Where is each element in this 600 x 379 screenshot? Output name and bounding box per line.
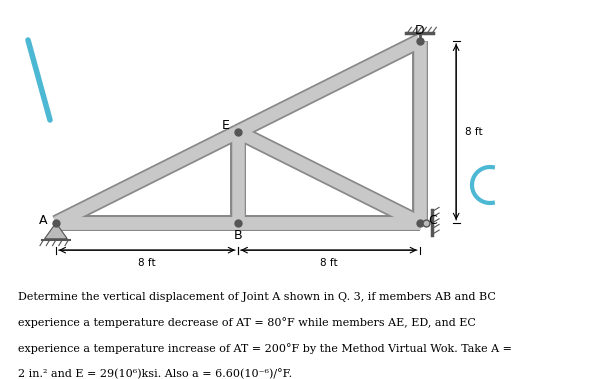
Text: 2 in.² and E = 29(10⁶)ksi. Also a = 6.60(10⁻⁶)/°F.: 2 in.² and E = 29(10⁶)ksi. Also a = 6.60… [18,368,292,379]
Text: 8 ft: 8 ft [138,258,156,268]
Text: E: E [221,119,229,132]
Text: experience a temperature increase of AT = 200°F by the Method Virtual Wok. Take : experience a temperature increase of AT … [18,343,512,354]
Text: D: D [415,24,425,37]
Text: B: B [233,229,242,242]
Text: experience a temperature decrease of AT = 80°F while members AE, ED, and EC: experience a temperature decrease of AT … [18,318,476,328]
Text: Determine the vertical displacement of Joint A shown in Q. 3, if members AB and : Determine the vertical displacement of J… [18,292,496,302]
Text: 8 ft: 8 ft [465,127,483,137]
Text: 8 ft: 8 ft [320,258,338,268]
Text: A: A [39,214,47,227]
Text: C: C [428,214,437,227]
Polygon shape [44,223,67,239]
